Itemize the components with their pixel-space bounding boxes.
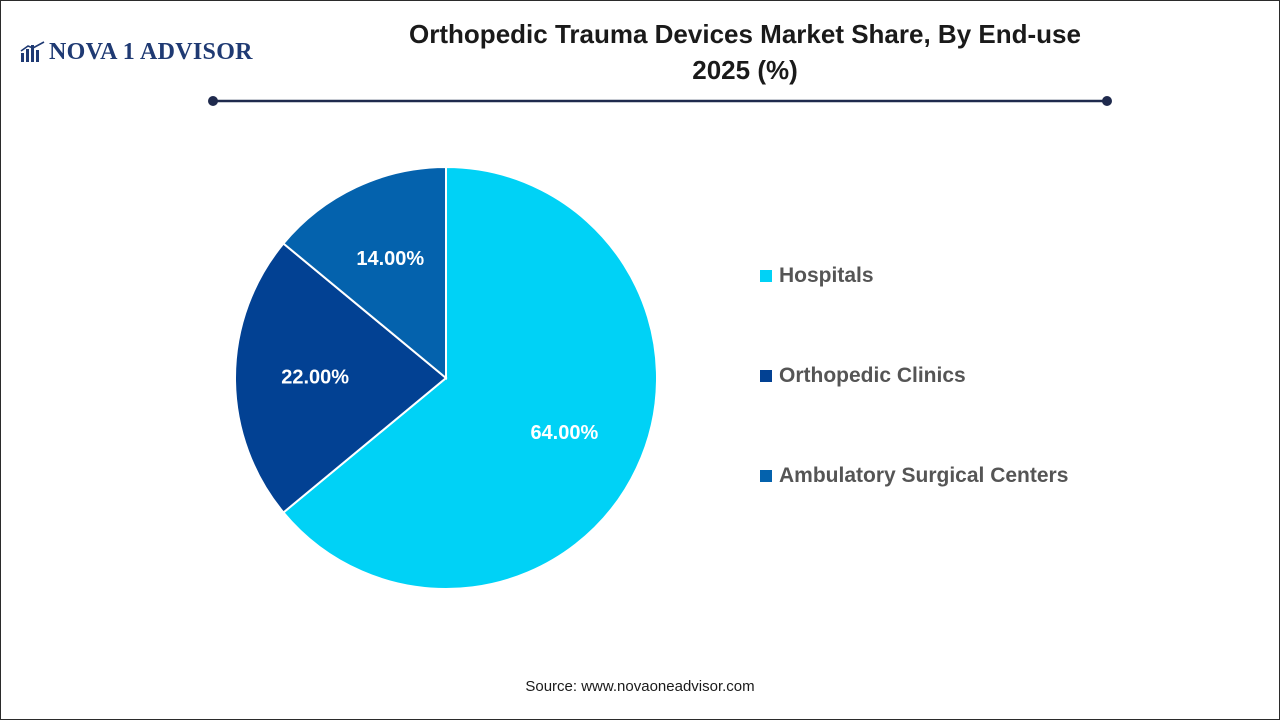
legend-item-hospitals: Hospitals [760,262,1068,290]
legend-swatch [760,470,772,482]
legend-label: Ambulatory Surgical Centers [779,464,1069,487]
legend-swatch [760,270,772,282]
logo-bars-icon [20,41,45,62]
pie-slice-ambulatory-surgical-centers [282,165,447,381]
legend-swatch [760,370,772,382]
pie-slice-orthopedic-clinics [234,242,448,514]
legend-item-ambulatory-surgical-centers: Ambulatory Surgical Centers [760,462,1068,490]
legend-item-orthopedic-clinics: Orthopedic Clinics [760,362,1068,390]
logo-text: NOVA 1 ADVISOR [49,38,253,65]
chart-title: Orthopedic Trauma Devices Market Share, … [409,19,1081,49]
chart-title-block: Orthopedic Trauma Devices Market Share, … [330,16,1160,88]
chart-legend: Hospitals Orthopedic Clinics Ambulatory Su… [760,262,1068,562]
source-note: Source: www.novaoneadvisor.com [525,678,755,695]
legend-label: Hospitals [779,264,874,287]
pie-slice-hospitals [282,165,658,590]
data-label-ambulatory-surgical-centers: 14.00% [356,248,424,270]
brand-logo: NOVA 1 ADVISOR [20,37,253,67]
data-label-orthopedic-clinics: 22.00% [281,366,349,388]
data-label-hospitals: 64.00% [530,422,598,444]
title-underline [208,96,1112,106]
chart-subtitle: 2025 (%) [692,55,798,85]
legend-label: Orthopedic Clinics [779,364,966,387]
